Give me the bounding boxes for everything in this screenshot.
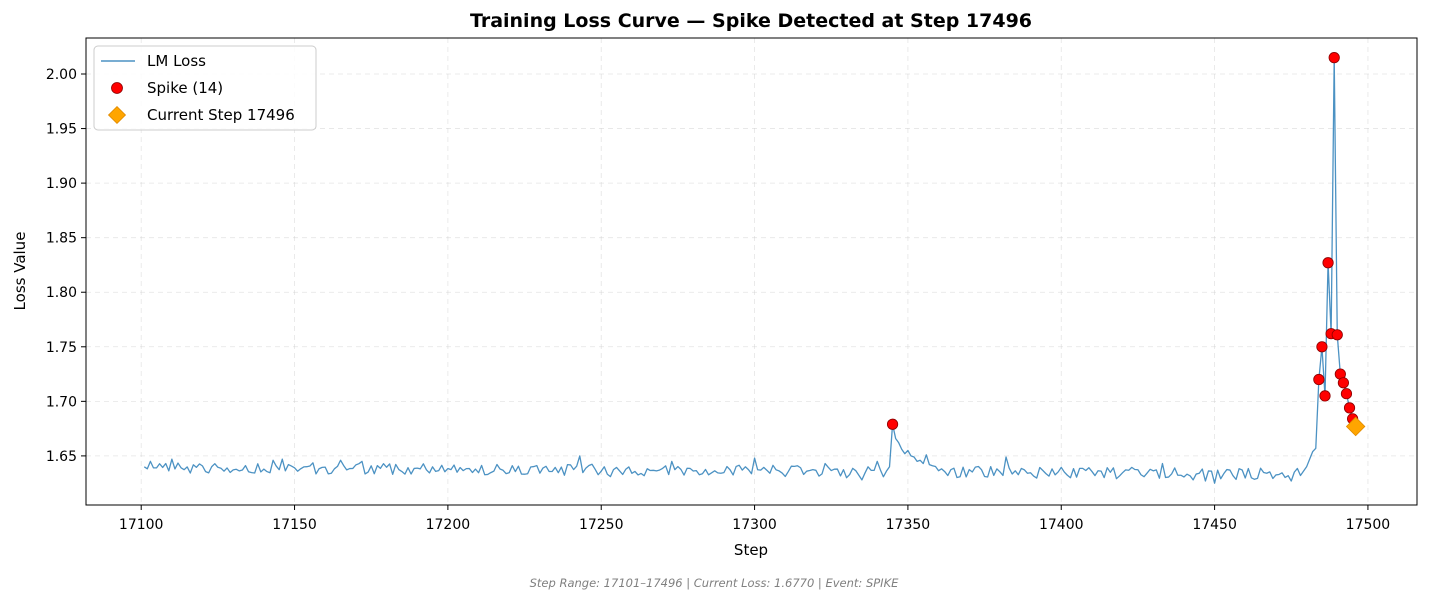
legend: LM Loss Spike (14) Current Step 17496 <box>93 45 317 131</box>
plot-frame <box>85 37 1418 506</box>
x-tick-label: 17250 <box>579 517 624 533</box>
spike-points-layer <box>886 52 1359 430</box>
grid-lines <box>86 38 1417 505</box>
x-tick-label: 17450 <box>1192 517 1237 533</box>
x-axis-label: Step <box>734 541 768 559</box>
y-tick-label: 1.65 <box>46 449 77 465</box>
spike-point <box>1340 388 1353 400</box>
spike-point <box>886 418 899 430</box>
y-tick-label: 1.90 <box>46 176 77 192</box>
current-step-marker <box>1345 416 1366 437</box>
spike-point <box>1328 52 1340 64</box>
x-tick-label: 17100 <box>119 517 164 533</box>
spike-point <box>1337 377 1350 389</box>
lm-loss-line-layer <box>143 56 1357 484</box>
footer-annotation: Step Range: 17101–17496 | Current Loss: … <box>530 576 899 590</box>
x-tick-label: 17300 <box>732 517 777 533</box>
legend-frame <box>93 45 317 131</box>
y-tick-label: 1.85 <box>46 231 77 247</box>
y-axis-label: Loss Value <box>11 232 29 311</box>
y-tick-label: 2.00 <box>46 67 77 83</box>
legend-dot-swatch <box>111 82 123 94</box>
spike-point <box>1322 257 1334 269</box>
spike-point <box>1316 341 1328 353</box>
legend-item-spike: Spike (14) <box>147 79 223 97</box>
y-tick-label: 1.95 <box>46 122 77 138</box>
spike-point <box>1343 402 1356 414</box>
x-tick-label: 17350 <box>886 517 931 533</box>
current-step-layer <box>1345 416 1366 437</box>
y-tick-label: 1.80 <box>46 285 77 301</box>
x-tick-label: 17150 <box>272 517 317 533</box>
x-tick-label: 17200 <box>426 517 471 533</box>
spike-point <box>1331 329 1343 341</box>
spike-point <box>1319 390 1331 402</box>
legend-item-lm-loss: LM Loss <box>147 52 206 70</box>
legend-item-current-step: Current Step 17496 <box>147 106 295 124</box>
chart-title: Training Loss Curve — Spike Detected at … <box>470 10 1032 32</box>
x-tick-label: 17400 <box>1039 517 1084 533</box>
y-tick-label: 1.75 <box>46 340 77 356</box>
x-tick-label: 17500 <box>1346 517 1391 533</box>
lm-loss-line <box>143 56 1357 484</box>
legend-diamond-swatch <box>107 105 127 125</box>
axis-ticks: 17100 17150 17200 17250 17300 17350 17400 17450… <box>46 67 1390 533</box>
spike-point <box>1313 373 1325 386</box>
y-tick-label: 1.70 <box>46 394 77 410</box>
